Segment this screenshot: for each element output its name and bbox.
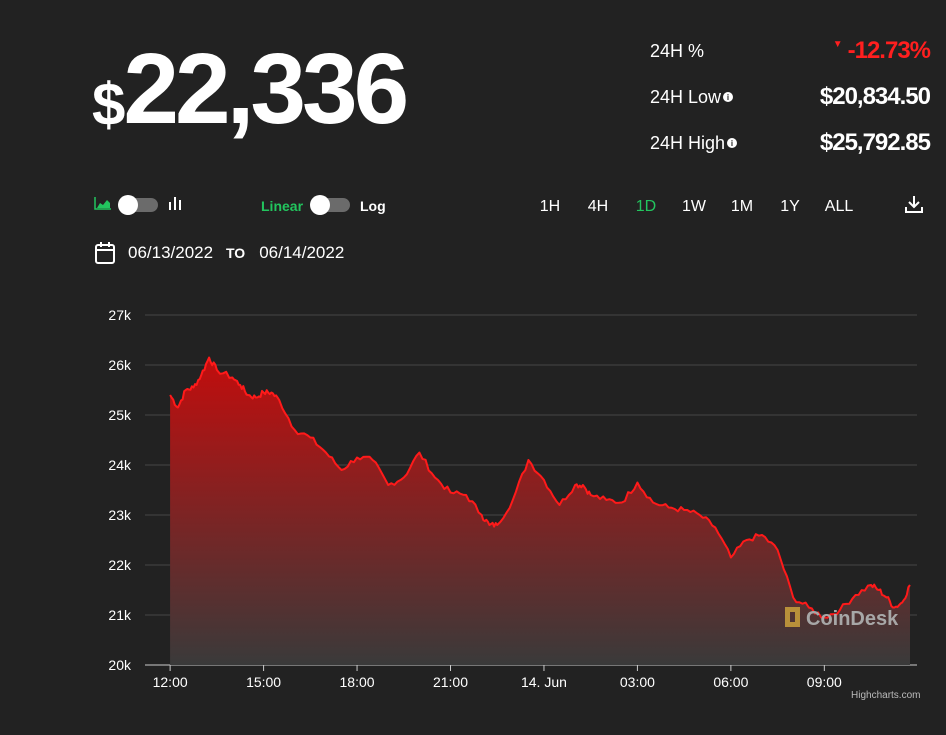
stat-row-low: 24H Low i $20,834.50 bbox=[650, 74, 931, 120]
download-icon[interactable] bbox=[904, 194, 924, 214]
price-display: $ 22,336 bbox=[92, 33, 409, 145]
range-button-1w[interactable]: 1W bbox=[682, 198, 706, 215]
high-value: $25,792.85 bbox=[819, 129, 931, 156]
date-to-input[interactable]: 06/14/2022 bbox=[259, 243, 345, 262]
scale-toggle[interactable] bbox=[310, 195, 350, 215]
chart-type-toggle[interactable] bbox=[118, 195, 158, 215]
x-tick-label: 21:00 bbox=[433, 674, 468, 690]
change-value-wrap: ▼ -12.73% bbox=[832, 37, 931, 65]
y-tick-label: 24k bbox=[108, 457, 132, 473]
y-tick-label: 25k bbox=[108, 407, 132, 423]
x-tick-label: 03:00 bbox=[620, 674, 655, 690]
stat-row-change: 24H % ▼ -12.73% bbox=[650, 28, 931, 74]
x-tick-label: 06:00 bbox=[713, 674, 748, 690]
date-from-input[interactable]: 06/13/2022 bbox=[128, 243, 214, 262]
currency-symbol: $ bbox=[92, 71, 125, 138]
y-tick-label: 21k bbox=[108, 607, 132, 623]
range-button-1m[interactable]: 1M bbox=[730, 198, 754, 215]
y-tick-label: 20k bbox=[108, 657, 132, 673]
stats-panel: 24H % ▼ -12.73% 24H Low i $20,834.50 24H… bbox=[650, 28, 931, 166]
price-value: 22,336 bbox=[123, 33, 409, 145]
range-button-4h[interactable]: 4H bbox=[587, 198, 609, 215]
x-tick-label: 12:00 bbox=[153, 674, 188, 690]
price-chart[interactable]: 27k 26k 25k 24k 23k 22k 21k 20k 12:00 15:00 18:00 2… bbox=[0, 290, 946, 700]
linear-scale-label[interactable]: Linear bbox=[261, 198, 304, 214]
date-range: 06/13/2022 TO 06/14/2022 bbox=[94, 240, 347, 266]
price-area bbox=[170, 357, 911, 665]
low-label-wrap: 24H Low i bbox=[650, 86, 734, 108]
watermark-text: CoinDesk bbox=[806, 608, 899, 630]
range-button-1d[interactable]: 1D bbox=[635, 198, 657, 215]
range-button-1y[interactable]: 1Y bbox=[780, 198, 800, 215]
y-tick-label: 23k bbox=[108, 507, 132, 523]
y-tick-label: 26k bbox=[108, 357, 132, 373]
down-arrow-icon: ▼ bbox=[832, 38, 843, 50]
chart-controls: Linear Log 1H 4H 1D 1W 1M 1Y ALL bbox=[92, 190, 932, 220]
range-button-all[interactable]: ALL bbox=[824, 198, 854, 215]
date-to-label: TO bbox=[226, 245, 246, 261]
x-tick-label: 18:00 bbox=[340, 674, 375, 690]
y-tick-label: 27k bbox=[108, 307, 132, 323]
low-label: 24H Low bbox=[650, 86, 722, 107]
calendar-icon[interactable] bbox=[94, 241, 116, 265]
x-tick-label: 14. Jun bbox=[521, 674, 567, 690]
low-value: $20,834.50 bbox=[819, 83, 931, 110]
change-label: 24H % bbox=[650, 40, 705, 61]
time-range-selector: 1H 4H 1D 1W 1M 1Y ALL bbox=[538, 198, 856, 216]
high-label: 24H High bbox=[650, 132, 726, 153]
range-button-1h[interactable]: 1H bbox=[539, 198, 561, 215]
stat-row-high: 24H High i $25,792.85 bbox=[650, 120, 931, 166]
log-scale-label[interactable]: Log bbox=[360, 198, 386, 214]
coindesk-watermark: CoinDesk bbox=[785, 607, 899, 630]
high-label-wrap: 24H High i bbox=[650, 132, 738, 154]
change-value: -12.73% bbox=[847, 37, 931, 64]
chart-credits[interactable]: Highcharts.com bbox=[851, 690, 921, 701]
area-chart-icon[interactable] bbox=[94, 196, 112, 210]
toggle-knob bbox=[118, 195, 138, 215]
bar-chart-icon[interactable] bbox=[168, 196, 182, 210]
x-tick-label: 15:00 bbox=[246, 674, 281, 690]
y-tick-label: 22k bbox=[108, 557, 132, 573]
info-icon[interactable]: i bbox=[723, 92, 734, 102]
info-icon[interactable]: i bbox=[727, 138, 738, 148]
x-tick-label: 09:00 bbox=[807, 674, 842, 690]
toggle-knob bbox=[310, 195, 330, 215]
price-line bbox=[169, 356, 911, 619]
